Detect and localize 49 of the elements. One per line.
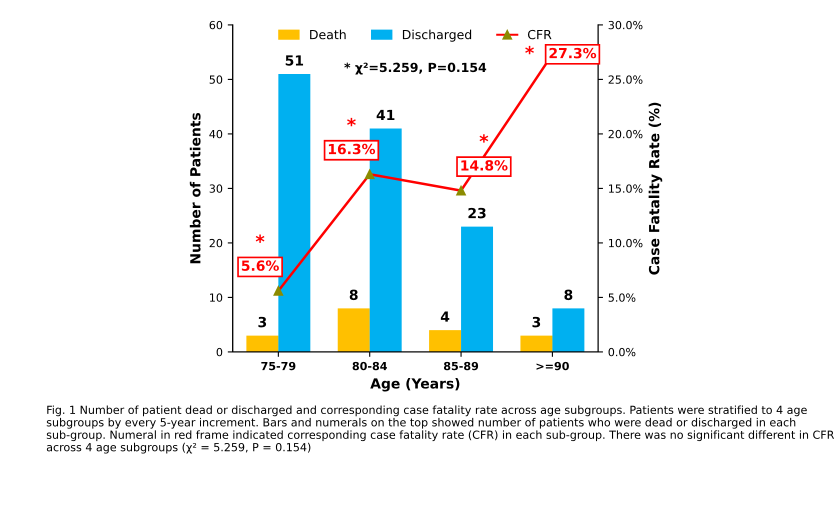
bar [429, 330, 462, 352]
x-axis-title: Age (Years) [370, 378, 460, 392]
y-tick-label: 60 [210, 20, 222, 30]
data-label: 41 [376, 110, 394, 120]
data-label: 51 [286, 55, 304, 66]
legend-label: Discharged [402, 30, 472, 42]
data-label: 27.3% [550, 48, 596, 58]
annotation: * [347, 118, 356, 126]
y-tick-label: 10 [210, 293, 222, 302]
y2-tick-label: 30.0% [608, 20, 642, 30]
y2-tick-label: 15.0% [609, 184, 642, 193]
data-label: 8 [564, 290, 572, 300]
y2-tick-label: 5.0% [608, 293, 636, 302]
y2-axis-title: Case Fatality Rate (%) [648, 102, 662, 275]
y2-tick-label: 10.0% [609, 238, 642, 248]
data-label: 3 [532, 316, 540, 328]
data-label: 8 [350, 290, 358, 300]
annotation: * [256, 234, 264, 243]
data-label: 3 [258, 316, 266, 328]
data-label: 23 [468, 208, 486, 218]
annotation: * [480, 134, 488, 143]
bar [520, 336, 552, 352]
y-tick-label: 50 [210, 75, 222, 84]
x-tick-label: 75-79 [261, 362, 296, 370]
annotation: * [525, 46, 534, 54]
y-axis-title: Number of Patients [190, 112, 201, 264]
y-tick-label: 40 [209, 130, 222, 138]
bar [278, 74, 310, 352]
x-tick-label: >=90 [536, 362, 569, 370]
bar [246, 336, 278, 352]
annotation: * χ²=5.259, P=0.154 [344, 62, 486, 75]
y2-tick-label: 25.0% [608, 75, 642, 84]
bar [552, 308, 584, 352]
data-label: 16.3% [328, 144, 376, 154]
y2-tick-label: 20.0% [608, 130, 642, 138]
bar [461, 226, 494, 352]
bar [338, 308, 370, 352]
data-label: 5.6% [242, 260, 279, 271]
caption: Fig. 1 Number of patient dead or discharged and corresponding case fatality rate across age subgroups. Patients were stratified to 4 age subgroups by every 5-year increment. Bars and numerals on the top showed number of patients who were dead or discharged in each sub-group. Numeral in red frame indicated corresponding case fatality rate (CFR) in each sub-group. There was no significant different in CFR across 4 age subgroups (χ² = 5.259, P = 0.154) [46, 405, 834, 454]
x-tick-label: 80-84 [352, 362, 387, 370]
y2-tick-label: 0.0% [608, 348, 636, 356]
data-label: 4 [440, 312, 450, 322]
data-label: 14.8% [461, 160, 508, 171]
legend-label: Death [310, 30, 346, 40]
legend-label: CFR [528, 30, 552, 40]
x-tick-label: 85-89 [444, 362, 478, 370]
y-tick-label: 30 [210, 184, 222, 193]
y-tick-label: 0 [216, 348, 222, 356]
y-tick-label: 20 [210, 238, 222, 248]
